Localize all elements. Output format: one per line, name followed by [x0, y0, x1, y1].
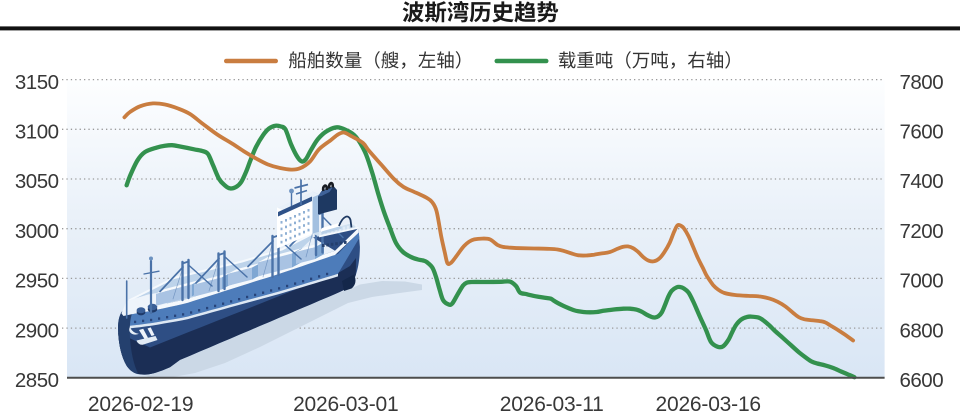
svg-text:2026-03-16: 2026-03-16 [655, 393, 760, 415]
svg-text:3100: 3100 [15, 121, 59, 144]
svg-text:2850: 2850 [15, 369, 59, 392]
svg-text:7400: 7400 [900, 170, 944, 193]
svg-text:2950: 2950 [15, 270, 59, 293]
svg-text:2900: 2900 [15, 319, 59, 342]
svg-text:7800: 7800 [900, 71, 944, 94]
svg-text:3150: 3150 [15, 71, 59, 94]
svg-text:7600: 7600 [900, 121, 944, 144]
svg-text:7200: 7200 [900, 220, 944, 243]
svg-text:3000: 3000 [15, 220, 59, 243]
svg-text:6600: 6600 [900, 369, 944, 392]
svg-text:2026-03-01: 2026-03-01 [293, 393, 398, 415]
svg-text:2026-03-11: 2026-03-11 [500, 393, 604, 415]
svg-text:2026-02-19: 2026-02-19 [88, 393, 193, 415]
svg-text:3050: 3050 [15, 170, 59, 193]
svg-text:6800: 6800 [900, 319, 944, 342]
svg-text:7000: 7000 [900, 270, 944, 293]
